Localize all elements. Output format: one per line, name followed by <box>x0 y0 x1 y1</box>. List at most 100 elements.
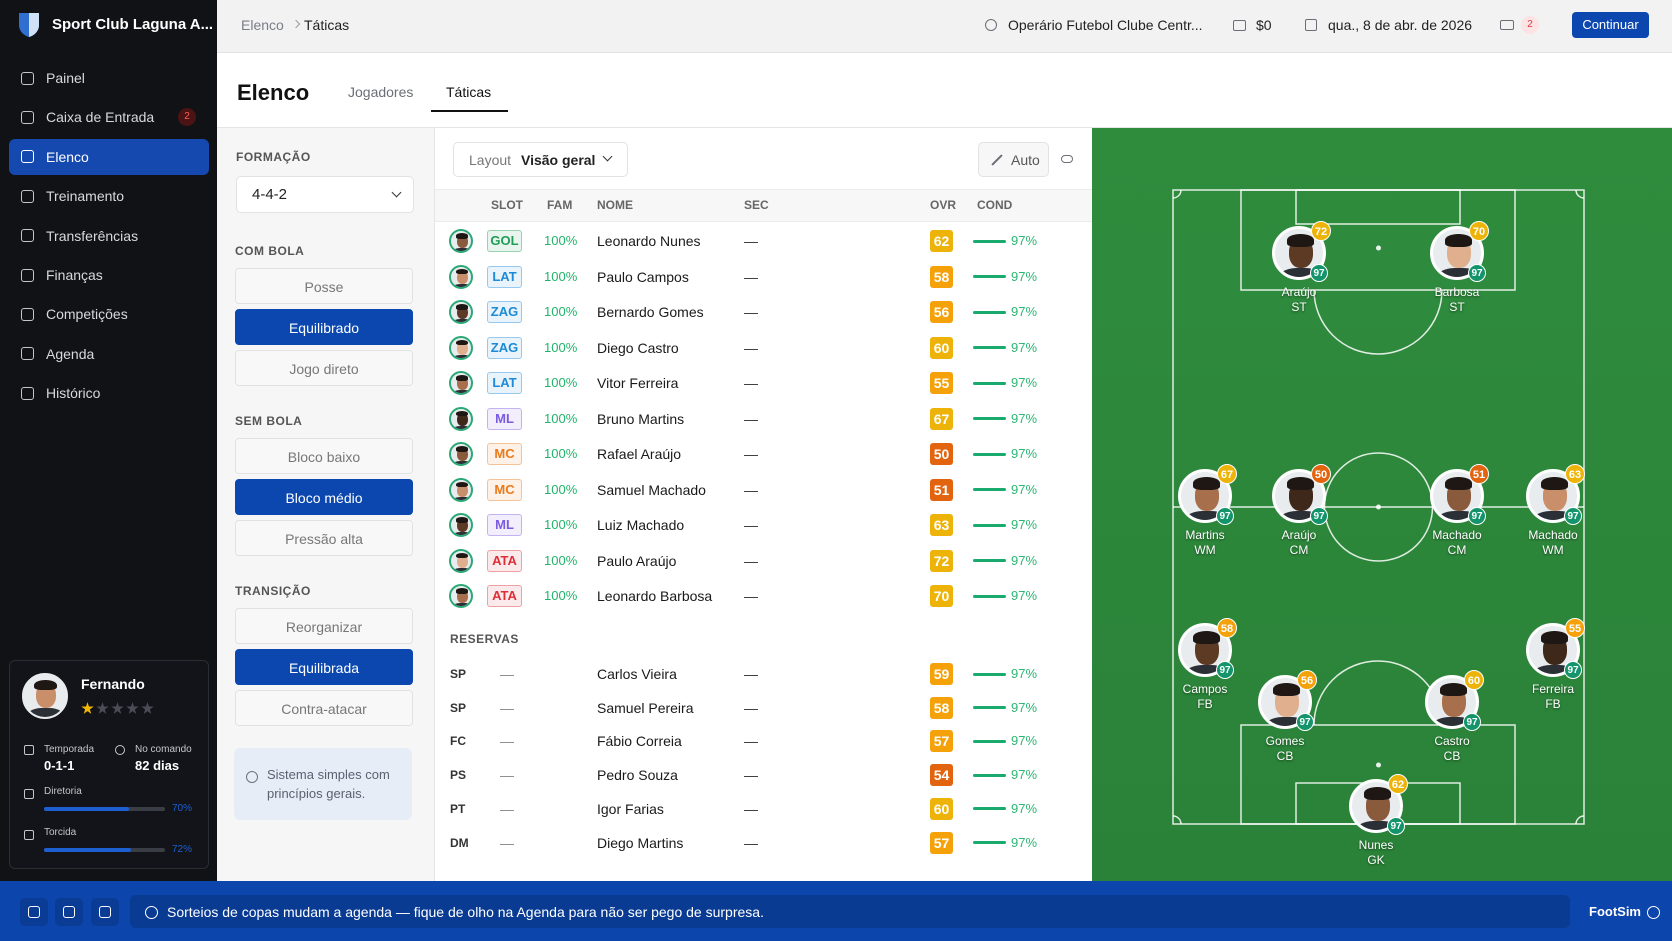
layout-select[interactable] <box>453 142 628 177</box>
formation-value: 4-4-2 <box>252 186 288 203</box>
cond-bar <box>973 841 1006 844</box>
pitch-name[interactable]: Machado <box>1528 528 1578 542</box>
player-name[interactable]: Paulo Araújo <box>597 552 677 569</box>
player-name[interactable]: Igor Farias <box>597 800 664 817</box>
cond: 97% <box>1011 446 1038 461</box>
pitch-name[interactable]: Martins <box>1185 528 1225 542</box>
fam: 100% <box>544 481 578 497</box>
player-name[interactable]: Samuel Pereira <box>597 699 694 716</box>
pitch-name[interactable]: Gomes <box>1265 734 1305 748</box>
sec: — <box>744 699 758 716</box>
nav-item[interactable]: Elenco <box>46 148 89 165</box>
goal-box-top <box>1295 189 1461 225</box>
pitch-name[interactable]: Araújo <box>1281 285 1317 299</box>
slot-badge: LAT <box>487 372 522 394</box>
player-name[interactable]: Carlos Vieira <box>597 666 677 682</box>
option-selected[interactable]: Equilibrado <box>235 309 413 345</box>
pitch-pos: GK <box>1367 853 1385 867</box>
player-name[interactable]: Bruno Martins <box>597 410 685 427</box>
pitch-name[interactable]: Castro <box>1434 734 1470 748</box>
avatar-hair <box>456 481 469 488</box>
nav-item[interactable]: Painel <box>46 70 85 86</box>
nav-item[interactable]: Transferências <box>46 227 139 244</box>
fam: 100% <box>544 304 578 319</box>
option[interactable]: Bloco baixo <box>235 438 413 474</box>
avatar-shirt <box>1183 511 1229 520</box>
tab[interactable]: Táticas <box>446 84 492 100</box>
player-name[interactable]: Diego Castro <box>597 339 679 356</box>
nav-item[interactable]: Competições <box>46 306 128 323</box>
pitch-name[interactable]: Nunes <box>1358 838 1394 852</box>
ovr-badge: 59 <box>930 663 953 685</box>
pitch-name[interactable]: Ferreira <box>1531 682 1574 696</box>
tab[interactable]: Jogadores <box>348 84 414 100</box>
header-divider <box>217 127 1672 128</box>
nav-item[interactable]: Agenda <box>46 345 95 362</box>
player-name[interactable]: Leonardo Nunes <box>597 233 701 249</box>
column-header: FAM <box>547 198 573 212</box>
cond-bar <box>973 594 1006 598</box>
nav-item[interactable]: Caixa de Entrada <box>46 109 155 126</box>
pitch-name[interactable]: Machado <box>1432 528 1482 542</box>
player-name[interactable]: Rafael Araújo <box>597 446 682 462</box>
nav-item[interactable]: Finanças <box>46 267 103 283</box>
meter-value: 70% <box>172 803 193 814</box>
option[interactable]: Pressão alta <box>235 520 413 556</box>
avatar-shirt <box>452 425 471 429</box>
column-header: NOME <box>597 198 633 212</box>
logo-shield-half <box>29 13 39 37</box>
player-name[interactable]: Pedro Souza <box>597 767 678 784</box>
continue-button[interactable]: Continuar <box>1572 12 1649 38</box>
icon <box>20 268 34 282</box>
option-selected[interactable]: Equilibrada <box>235 649 413 685</box>
nav-item[interactable]: Histórico <box>46 385 101 402</box>
player-name[interactable]: Diego Martins <box>597 834 684 851</box>
reserve-pos: PT <box>450 801 466 816</box>
column-header: SLOT <box>491 198 523 212</box>
nav-item[interactable]: Treinamento <box>46 188 125 205</box>
sec: — <box>744 733 758 750</box>
avatar-hair <box>1440 683 1468 696</box>
icon <box>1500 20 1514 30</box>
option[interactable]: Reorganizar <box>235 608 413 644</box>
avatar-face <box>457 235 468 249</box>
player-name[interactable]: Bernardo Gomes <box>597 304 704 320</box>
fam: — <box>500 733 514 750</box>
player-name[interactable]: Fábio Correia <box>597 733 682 750</box>
pitch-name[interactable]: Barbosa <box>1434 285 1480 299</box>
player-name[interactable]: Vitor Ferreira <box>597 375 679 391</box>
option-selected[interactable]: Bloco médio <box>235 479 413 515</box>
footer-button[interactable] <box>55 898 83 926</box>
pitch-cond: 97 <box>1310 507 1328 525</box>
auto-button[interactable] <box>978 142 1049 177</box>
tab-underline <box>431 110 508 112</box>
avatar-shirt <box>452 603 471 606</box>
pitch-name[interactable]: Campos <box>1182 682 1228 696</box>
pitch-cond: 97 <box>1468 507 1486 525</box>
stat-label: Temporada <box>44 744 95 755</box>
avatar-shirt <box>452 532 471 535</box>
footer-button[interactable] <box>91 898 119 926</box>
star-empty <box>96 702 109 714</box>
avatar-hair <box>456 410 469 417</box>
pitch-pos: ST <box>1449 300 1465 314</box>
formation-select[interactable] <box>236 176 414 213</box>
sec: — <box>744 666 758 682</box>
avatar-hair <box>456 517 469 523</box>
option[interactable]: Contra-atacar <box>235 690 413 726</box>
player-name[interactable]: Luiz Machado <box>597 517 685 533</box>
option[interactable]: Posse <box>235 268 413 304</box>
option[interactable]: Jogo direto <box>235 350 413 386</box>
player-name[interactable]: Paulo Campos <box>597 268 689 285</box>
slot-badge: MC <box>487 478 522 501</box>
ovr-badge: 60 <box>930 336 953 359</box>
cond-bar <box>973 773 1006 777</box>
footer-button[interactable] <box>20 898 48 926</box>
cond-bar <box>973 488 1006 491</box>
footer-brand: FootSim <box>1589 904 1641 919</box>
breadcrumb[interactable]: Elenco <box>241 17 284 33</box>
slot-badge: ATA <box>487 585 522 607</box>
pitch-name[interactable]: Araújo <box>1281 528 1317 542</box>
player-name[interactable]: Samuel Machado <box>597 481 706 498</box>
player-name[interactable]: Leonardo Barbosa <box>597 588 713 604</box>
